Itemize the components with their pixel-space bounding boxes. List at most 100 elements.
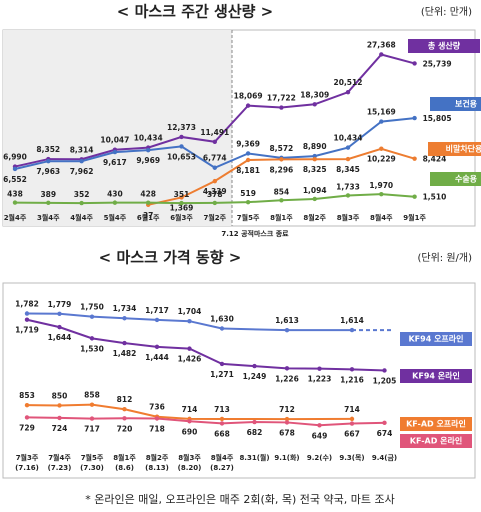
- point: [245, 157, 251, 163]
- legend-box: [400, 417, 472, 431]
- value-label: 17,722: [267, 94, 296, 103]
- value-label: 712: [279, 405, 295, 414]
- value-label: 8,345: [336, 165, 360, 174]
- value-label: 25,739: [423, 59, 452, 68]
- value-label: 1,779: [48, 300, 72, 309]
- point: [312, 102, 317, 107]
- legend-label: 총 생산량: [428, 41, 461, 51]
- legend-box: [430, 172, 481, 186]
- x-tick-label: 9.3(목): [339, 453, 364, 462]
- x-tick-label: 7월5주: [237, 213, 260, 222]
- point: [57, 403, 62, 408]
- point: [349, 416, 355, 422]
- value-label: 10,229: [367, 155, 396, 164]
- value-label: 1,530: [80, 344, 104, 353]
- value-label: 378: [207, 190, 223, 199]
- point: [46, 200, 51, 206]
- x-tick-sublabel: (7.16): [15, 464, 39, 472]
- value-label: 1,613: [275, 316, 299, 325]
- value-label: 6,774: [203, 154, 227, 163]
- x-tick-label: 8월1주: [270, 213, 293, 222]
- value-label: 8,296: [270, 165, 294, 174]
- value-label: 7,962: [70, 167, 94, 176]
- value-label: 1,226: [275, 374, 299, 383]
- x-tick-label: 2월4주: [4, 213, 27, 222]
- value-label: 1,094: [303, 186, 327, 195]
- point: [212, 200, 217, 206]
- point: [345, 89, 351, 95]
- value-label: 1,482: [113, 349, 137, 358]
- value-label: 1,271: [210, 370, 234, 379]
- point: [412, 156, 417, 161]
- point: [112, 200, 118, 205]
- point: [24, 402, 30, 408]
- value-label: 717: [84, 425, 100, 434]
- value-label: 428: [140, 190, 156, 199]
- point: [349, 327, 355, 333]
- value-label: 8,424: [423, 155, 447, 164]
- x-tick-label: 6월3주: [170, 213, 193, 222]
- point: [122, 340, 127, 346]
- value-label: 853: [19, 391, 35, 400]
- value-label: 1,750: [80, 303, 104, 312]
- point: [79, 200, 84, 206]
- x-tick-label: 4월4주: [70, 213, 93, 222]
- annotation: 7.12 공적마스크 종료: [221, 229, 289, 238]
- series-line: [26, 416, 385, 427]
- point: [349, 421, 355, 426]
- chart-title: < 마스크 가격 동향 >: [99, 249, 242, 267]
- point: [24, 415, 30, 420]
- point: [252, 363, 257, 369]
- point: [89, 402, 95, 407]
- x-tick-label: 3월4주: [37, 213, 60, 222]
- point: [154, 416, 160, 421]
- value-label: 718: [149, 424, 165, 433]
- point: [179, 134, 184, 140]
- x-tick-label: 9월1주: [403, 213, 426, 222]
- value-label: 351: [174, 190, 190, 199]
- value-label: 850: [52, 391, 68, 400]
- x-tick-label: 8월2주: [303, 213, 326, 222]
- legend-label: KF-AD 오프라인: [406, 419, 466, 429]
- point: [89, 416, 95, 421]
- point: [379, 119, 384, 124]
- value-label: 729: [19, 423, 35, 432]
- value-label: 1,216: [340, 375, 364, 384]
- value-label: 15,805: [423, 114, 452, 123]
- value-label: 724: [52, 424, 68, 433]
- value-label: 8,572: [270, 144, 294, 153]
- value-label: 4,339: [203, 187, 227, 196]
- x-tick-label: 7월3주: [16, 453, 39, 462]
- point: [382, 420, 387, 426]
- point: [79, 159, 84, 164]
- legend-label: KF-AD 온라인: [410, 436, 462, 446]
- value-label: 18,309: [300, 90, 329, 99]
- legend-label: 수술용: [455, 174, 478, 184]
- value-label: 20,512: [334, 78, 363, 87]
- gap-connector: [221, 327, 288, 332]
- legend-box: [400, 369, 472, 383]
- value-label: 1,369: [170, 203, 194, 212]
- point: [279, 105, 284, 110]
- value-label: 1,614: [340, 316, 364, 325]
- value-label: 668: [214, 429, 230, 438]
- point: [379, 52, 384, 57]
- value-label: 1,249: [243, 372, 267, 381]
- value-label: 10,653: [167, 152, 196, 161]
- legend-box: [428, 142, 481, 156]
- value-label: 1,644: [48, 333, 72, 342]
- value-label: 9,617: [103, 158, 127, 167]
- point: [382, 368, 387, 373]
- x-tick-sublabel: (8.27): [210, 464, 234, 472]
- x-tick-sublabel: (7.23): [48, 464, 72, 472]
- value-label: 736: [149, 403, 165, 412]
- point: [345, 156, 351, 162]
- value-label: 438: [7, 190, 23, 199]
- value-label: 720: [117, 424, 133, 433]
- x-tick-sublabel: (8.13): [145, 464, 169, 472]
- point: [89, 336, 95, 341]
- point: [24, 317, 30, 322]
- series-line: [26, 318, 385, 372]
- point: [187, 319, 192, 324]
